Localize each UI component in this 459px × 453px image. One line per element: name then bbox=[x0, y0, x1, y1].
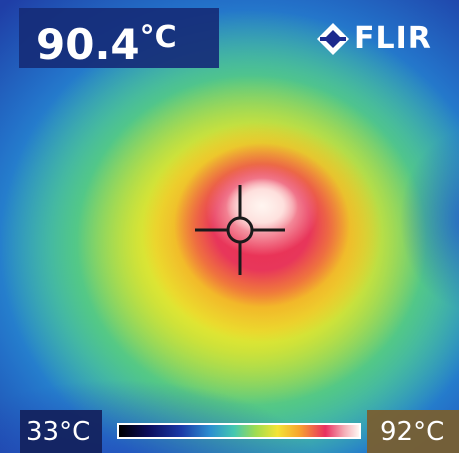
crosshair-icon bbox=[195, 185, 285, 275]
temperature-value: 90.4 bbox=[36, 20, 140, 69]
temperature-panel bbox=[19, 8, 219, 68]
brand-logo: FLIR bbox=[316, 22, 432, 56]
scale-min-label: 33°C bbox=[26, 417, 91, 447]
temperature-unit: °C bbox=[139, 20, 177, 55]
scale-max-label: 92°C bbox=[380, 417, 445, 447]
scale-max-panel bbox=[367, 410, 459, 453]
brand-name: FLIR bbox=[354, 21, 432, 56]
color-scale-bar bbox=[117, 423, 361, 439]
flir-logo-icon bbox=[317, 23, 349, 55]
scale-min-panel bbox=[20, 410, 102, 453]
spot-temperature-readout: 90.4°C bbox=[36, 10, 177, 73]
